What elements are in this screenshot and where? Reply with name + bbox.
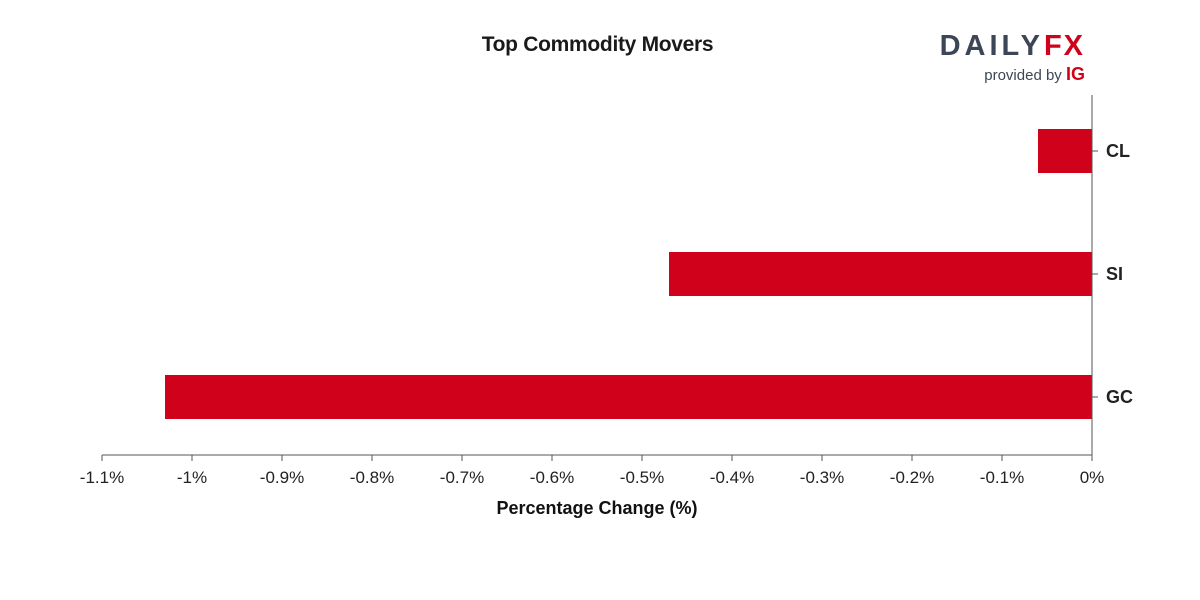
bar-cl[interactable] — [1038, 129, 1092, 173]
x-axis-title: Percentage Change (%) — [496, 498, 697, 518]
x-tick-label: -0.7% — [440, 468, 484, 487]
chart-title: Top Commodity Movers — [481, 33, 714, 56]
x-tick-label: -0.3% — [800, 468, 844, 487]
bar-si[interactable] — [669, 252, 1092, 296]
x-tick-label: -0.9% — [260, 468, 304, 487]
x-tick-label: -1.1% — [80, 468, 124, 487]
x-tick-label: -0.5% — [620, 468, 664, 487]
provided-by-text: provided by — [984, 67, 1062, 84]
dailyfx-logo[interactable]: DAILYFX provided by IG — [925, 30, 1095, 86]
logo-wordmark: DAILYFX — [940, 30, 1085, 63]
category-label-gc: GC — [1106, 387, 1133, 407]
bars-group — [165, 129, 1092, 419]
x-tick-label: -0.2% — [890, 468, 934, 487]
x-tick-label: -0.8% — [350, 468, 394, 487]
axes-group: -1.1% -1% -0.9% -0.8% -0.7% -0.6% -0.5% -0.4% -0… — [80, 95, 1133, 487]
x-tick-label: -0.4% — [710, 468, 754, 487]
category-label-cl: CL — [1106, 141, 1130, 161]
x-tick-label: -0.6% — [530, 468, 574, 487]
logo-daily: DAILY — [939, 30, 1044, 62]
x-tick-label: -1% — [177, 468, 207, 487]
ig-logo: IG — [1065, 64, 1085, 84]
logo-provided-by: provided by IG — [984, 64, 1085, 85]
logo-fx: FX — [1043, 30, 1085, 62]
x-tick-label: -0.1% — [980, 468, 1024, 487]
x-tick-label: 0% — [1080, 468, 1105, 487]
category-label-si: SI — [1106, 264, 1123, 284]
bar-gc[interactable] — [165, 375, 1092, 419]
